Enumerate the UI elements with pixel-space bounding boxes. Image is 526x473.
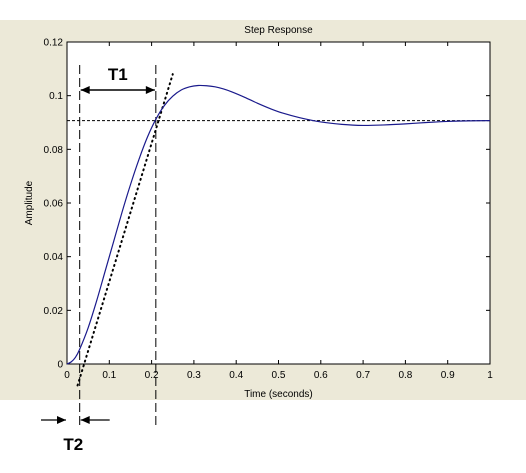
- x-tick-label: 0.8: [398, 370, 412, 381]
- y-tick-label: 0.06: [44, 199, 64, 210]
- step-response-line: [66, 84, 491, 365]
- x-tick-label: 0: [64, 370, 70, 381]
- x-tick-label: 0.2: [145, 370, 159, 381]
- plot-area: [66, 41, 491, 365]
- annotations: T1 T2: [41, 65, 155, 454]
- tangent-dotted-line: [76, 73, 174, 387]
- x-tick-label: 0.4: [229, 370, 243, 381]
- y-tick-label: 0.1: [49, 91, 63, 102]
- x-tick-label: 1: [487, 370, 493, 381]
- x-tick-label: 0.7: [356, 370, 370, 381]
- y-tick-label: 0.02: [44, 306, 64, 317]
- t2-arrowhead-left: [57, 416, 66, 424]
- x-tick-label: 0.1: [102, 370, 116, 381]
- t1-label: T1: [108, 65, 128, 84]
- y-tick-label: 0.04: [44, 252, 64, 263]
- y-tick-label: 0: [57, 360, 63, 371]
- y-axis-title: Amplitude: [24, 180, 35, 225]
- x-tick-label: 0.9: [441, 370, 455, 381]
- y-tick-label: 0.08: [44, 145, 64, 156]
- series-layer: [66, 84, 491, 365]
- t2-arrowhead-right: [80, 416, 90, 424]
- x-tick-label: 0.5: [272, 370, 286, 381]
- axis-ticks: 0 0.1 0.2 0.3 0.4 0.5 0.6 0.7 0.8 0.9 1 0 0.02 0.04 0.…: [44, 38, 494, 382]
- chart-title: Step Response: [244, 25, 313, 36]
- x-axis-title: Time (seconds): [244, 389, 313, 400]
- t2-label: T2: [63, 435, 83, 454]
- x-tick-label: 0.3: [187, 370, 201, 381]
- t1-arrowhead-right: [145, 86, 155, 94]
- y-tick-label: 0.12: [44, 38, 64, 49]
- reference-lines: [67, 65, 490, 425]
- t1-arrowhead-left: [80, 86, 90, 94]
- x-tick-label: 0.6: [314, 370, 328, 381]
